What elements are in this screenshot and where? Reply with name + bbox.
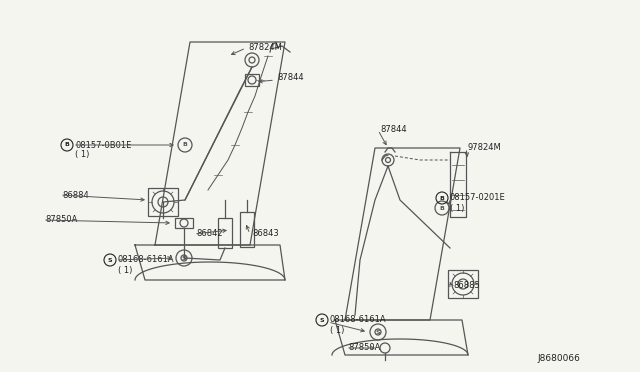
Text: 97824M: 97824M [468, 144, 502, 153]
Text: S: S [182, 256, 186, 260]
Text: 86885: 86885 [453, 280, 480, 289]
Text: S: S [108, 257, 112, 263]
Text: 08168-6161A: 08168-6161A [118, 256, 175, 264]
Text: 86842: 86842 [196, 230, 223, 238]
Text: 08168-6161A: 08168-6161A [330, 315, 387, 324]
Text: 87844: 87844 [380, 125, 406, 135]
Text: 87824M: 87824M [248, 44, 282, 52]
Text: ( 1): ( 1) [75, 151, 90, 160]
Text: ( 1): ( 1) [118, 266, 132, 275]
Text: J8680066: J8680066 [537, 354, 580, 363]
Text: 87850A: 87850A [348, 343, 380, 353]
Text: 87844: 87844 [277, 74, 303, 83]
Text: S: S [376, 330, 380, 334]
Text: ( 1): ( 1) [450, 203, 465, 212]
Text: 08157-0B01E: 08157-0B01E [75, 141, 131, 150]
Text: S: S [320, 317, 324, 323]
Text: B: B [440, 196, 444, 201]
Text: B: B [65, 142, 69, 148]
Text: 08157-0201E: 08157-0201E [450, 193, 506, 202]
Text: ( 1): ( 1) [330, 326, 344, 334]
Text: 86843: 86843 [252, 230, 279, 238]
Text: B: B [182, 142, 188, 148]
Text: B: B [440, 205, 444, 211]
Text: 86884: 86884 [62, 190, 89, 199]
Text: 87850A: 87850A [45, 215, 77, 224]
